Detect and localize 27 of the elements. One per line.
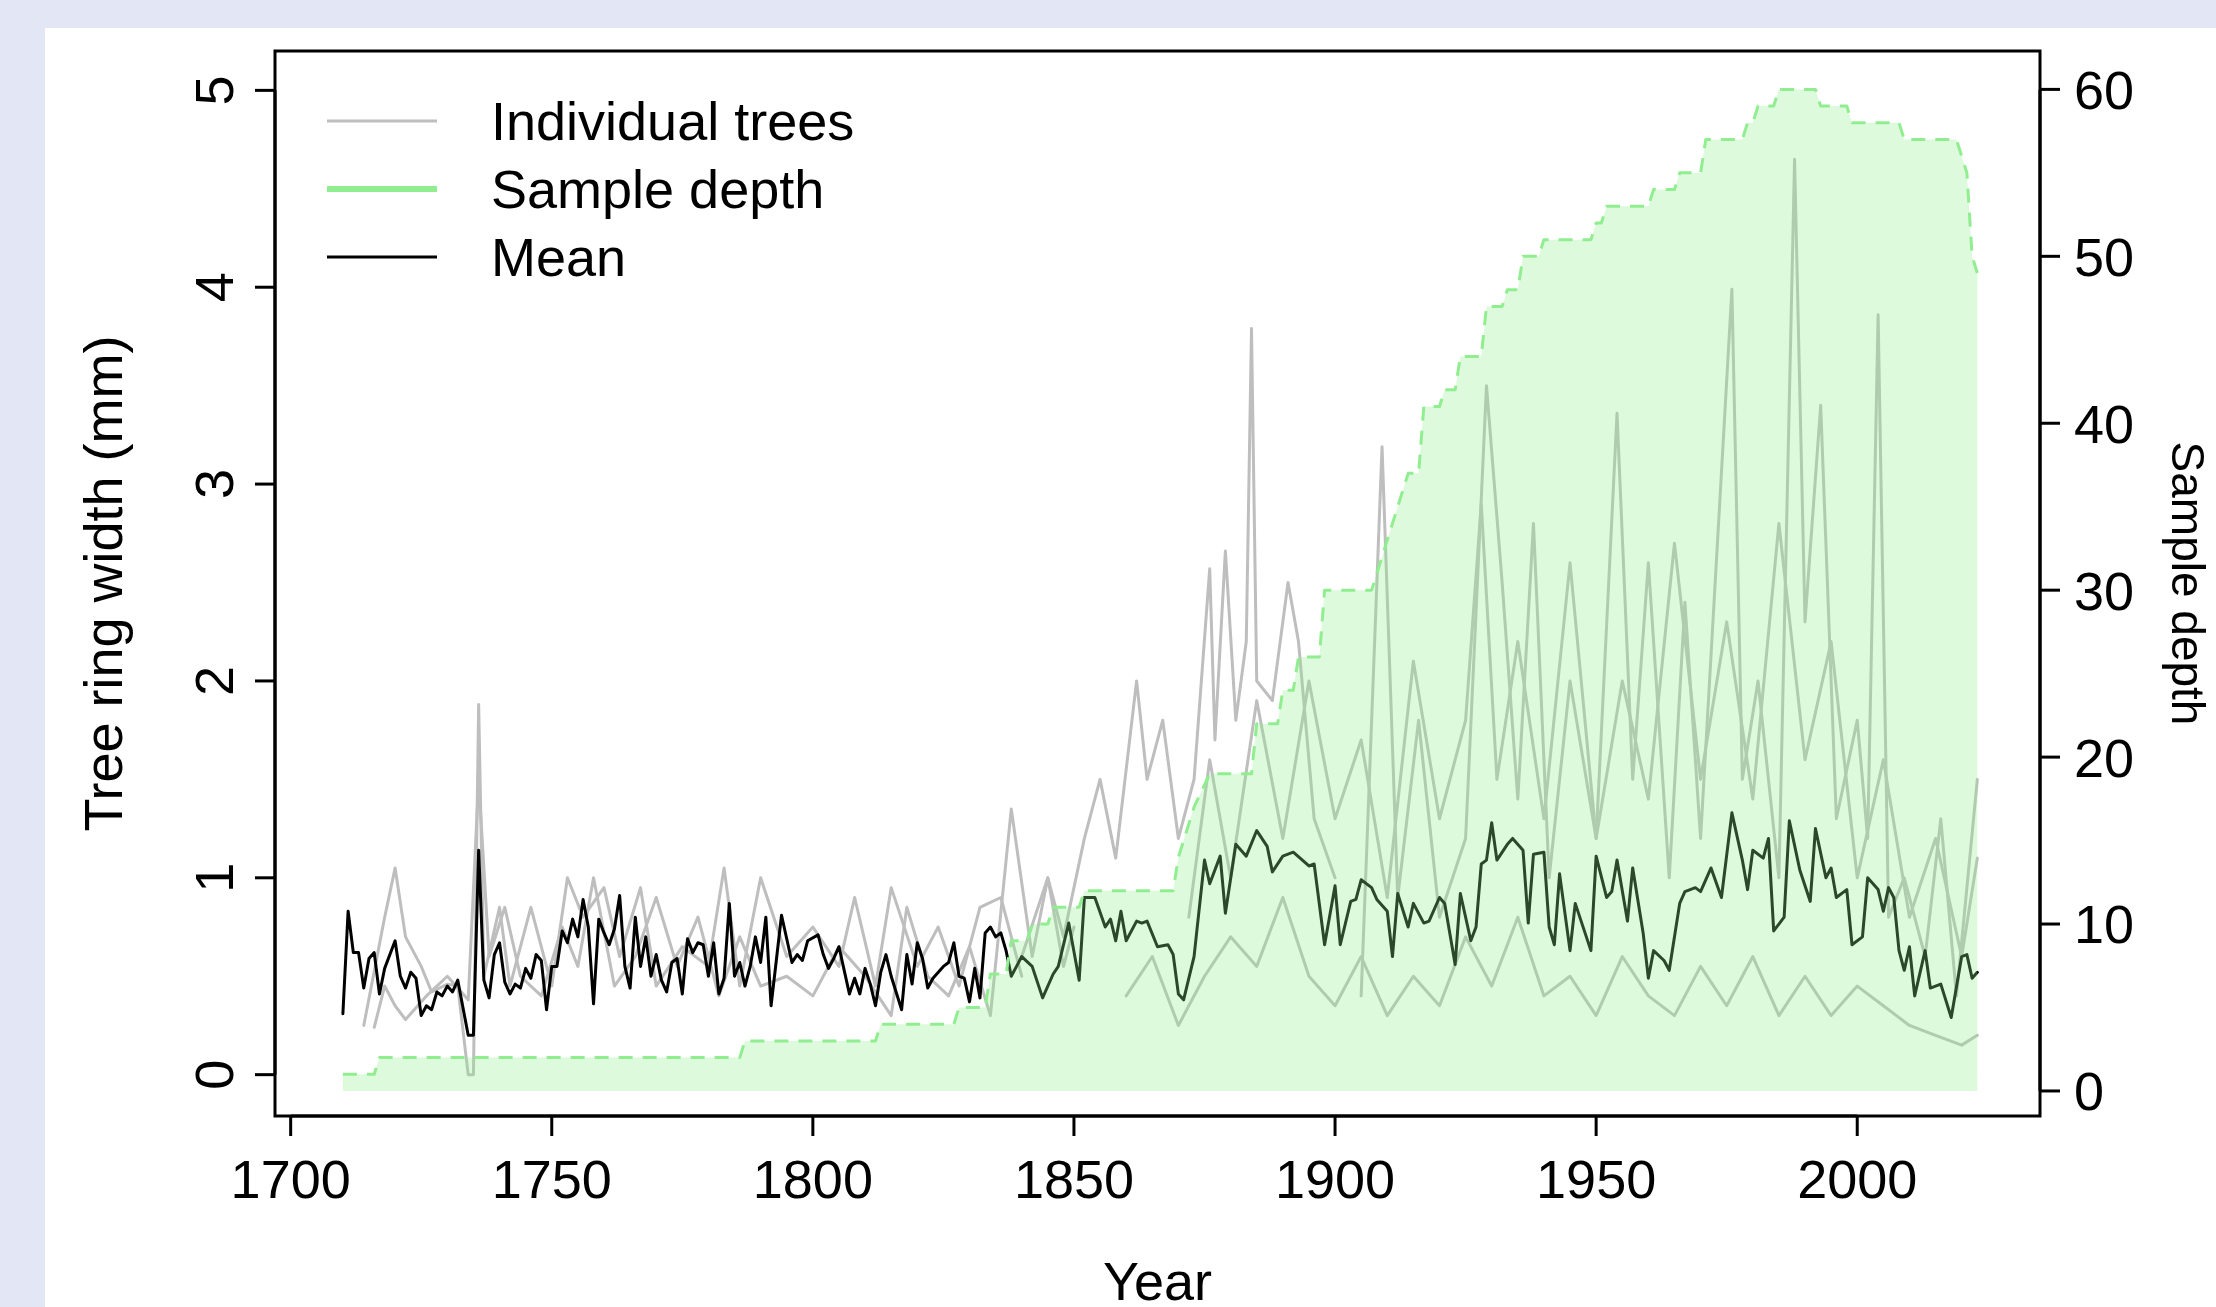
y2-tick-label: 10: [2074, 894, 2135, 955]
y2-tick-label: 50: [2074, 226, 2135, 287]
x-tick-label: 1900: [1274, 1149, 1396, 1209]
x-tick-label: 1800: [752, 1149, 873, 1209]
legend-label: Individual trees: [491, 91, 855, 152]
y-tick-label: 0: [184, 1059, 244, 1090]
y2-axis-title: Sample depth: [2162, 441, 2214, 726]
x-tick-label: 1850: [1013, 1149, 1135, 1209]
y2-tick-label: 60: [2074, 59, 2135, 120]
y-tick-label: 5: [184, 75, 244, 106]
y-tick-label: 2: [184, 665, 244, 696]
x-tick-label: 2000: [1797, 1149, 1918, 1209]
x-tick-label: 1750: [491, 1149, 612, 1209]
y2-tick-label: 30: [2074, 560, 2135, 621]
y2-tick-label: 40: [2074, 393, 2135, 454]
legend-label: Mean: [491, 227, 627, 288]
y2-tick-label: 0: [2074, 1061, 2105, 1122]
y-tick-label: 4: [184, 272, 244, 303]
x-tick-label: 1950: [1536, 1149, 1657, 1209]
line-series: [341, 811, 1979, 1037]
y-tick-label: 1: [184, 862, 244, 893]
y2-tick-label: 20: [2074, 727, 2135, 788]
x-tick-label: 1700: [230, 1149, 351, 1209]
x-axis-title: Year: [1102, 1251, 1213, 1307]
y-tick-label: 3: [184, 469, 244, 500]
legend-label: Sample depth: [491, 159, 825, 220]
y-axis-title: Tree ring width (mm): [73, 335, 133, 832]
